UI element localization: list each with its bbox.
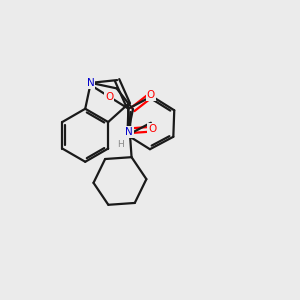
Text: O: O <box>147 90 155 100</box>
Text: N: N <box>125 127 133 137</box>
Text: O: O <box>148 124 156 134</box>
Text: O: O <box>105 92 113 102</box>
Text: H: H <box>117 140 124 148</box>
Text: N: N <box>87 78 94 88</box>
